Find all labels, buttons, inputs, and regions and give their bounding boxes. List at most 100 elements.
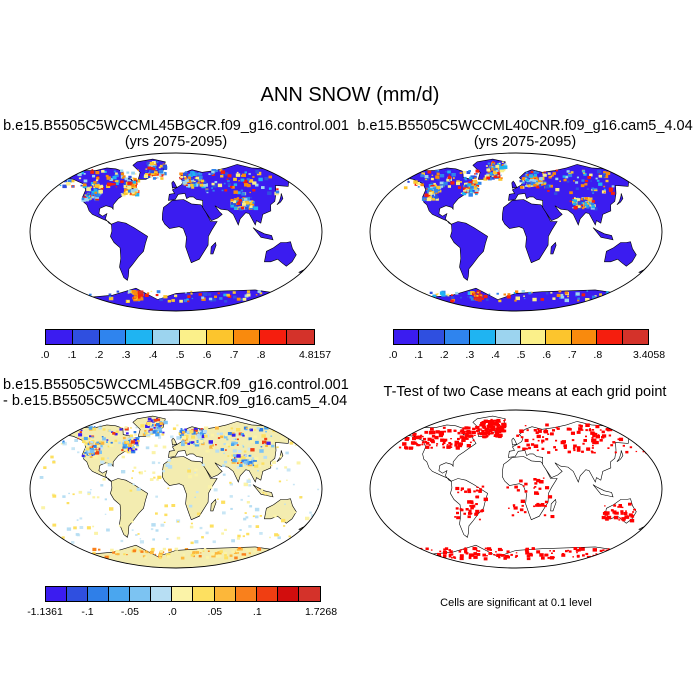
- grid-cell: [621, 517, 626, 521]
- grid-cell: [264, 177, 269, 181]
- grid-cell: [253, 206, 259, 211]
- grid-cell: [461, 430, 466, 435]
- grid-cell: [137, 440, 140, 443]
- grid-cell: [447, 170, 451, 174]
- grid-cell: [450, 553, 454, 556]
- grid-cell: [259, 532, 263, 535]
- grid-cell: [232, 200, 237, 204]
- grid-cell: [478, 432, 480, 435]
- grid-cell: [183, 429, 186, 432]
- grid-cell: [194, 496, 196, 498]
- grid-cell: [236, 197, 240, 200]
- grid-cell: [140, 424, 145, 428]
- grid-cell: [77, 292, 81, 296]
- grid-cell: [601, 430, 605, 434]
- grid-cell: [541, 439, 545, 443]
- grid-cell: [606, 291, 609, 293]
- grid-cell: [564, 298, 569, 303]
- grid-cell: [551, 174, 554, 177]
- grid-cell: [261, 434, 266, 438]
- grid-cell: [164, 504, 168, 508]
- grid-cell: [126, 171, 130, 174]
- grid-cell: [495, 420, 499, 423]
- grid-cell: [288, 535, 291, 538]
- grid-cell: [494, 429, 497, 432]
- grid-cell: [600, 554, 602, 556]
- grid-cell: [183, 175, 186, 178]
- grid-cell: [503, 293, 506, 296]
- grid-cell: [88, 194, 91, 197]
- grid-cell: [442, 443, 445, 446]
- grid-cell: [536, 492, 540, 495]
- land-japan: [276, 450, 284, 463]
- land-layer: [57, 158, 312, 311]
- grid-cell: [127, 189, 132, 193]
- grid-cell: [108, 293, 112, 296]
- grid-cell: [483, 557, 488, 561]
- grid-cell: [251, 201, 255, 204]
- grid-cell: [243, 555, 247, 559]
- grid-cell: [231, 443, 235, 446]
- grid-cell: [79, 295, 82, 298]
- grid-cell: [457, 186, 462, 189]
- grid-cell: [81, 197, 85, 200]
- grid-cell: [214, 295, 217, 298]
- grid-cell: [237, 191, 241, 195]
- grid-cell: [476, 186, 479, 188]
- grid-cell: [582, 442, 585, 445]
- grid-cell: [152, 471, 156, 474]
- grid-cell: [471, 504, 476, 508]
- grid-cell: [286, 479, 288, 481]
- grid-cell: [458, 550, 462, 553]
- grid-cell: [95, 442, 100, 446]
- grid-cell: [200, 179, 205, 183]
- grid-cell: [241, 461, 244, 464]
- grid-cell: [168, 548, 172, 552]
- grid-cell: [413, 548, 417, 552]
- grid-cell: [270, 464, 273, 467]
- map-top-right: [369, 152, 663, 312]
- grid-cell: [450, 181, 455, 185]
- grid-cell: [623, 294, 625, 296]
- grid-cell: [217, 183, 223, 188]
- grid-cell: [460, 487, 464, 490]
- grid-cell: [537, 434, 541, 438]
- grid-cell: [601, 174, 606, 178]
- grid-cell: [174, 547, 179, 551]
- grid-cell: [502, 165, 508, 169]
- grid-cell: [131, 477, 133, 479]
- grid-cell: [489, 420, 494, 424]
- grid-cell: [158, 430, 163, 434]
- grid-cell: [287, 433, 289, 435]
- grid-cell: [190, 541, 194, 545]
- grid-cell: [421, 443, 424, 446]
- grid-cell: [130, 183, 135, 188]
- grid-cell: [464, 426, 469, 430]
- grid-cell: [625, 296, 629, 300]
- grid-cell: [618, 298, 623, 302]
- grid-cell: [131, 438, 136, 442]
- grid-cell: [617, 295, 622, 299]
- grid-cell: [632, 511, 635, 513]
- grid-cell: [517, 445, 521, 449]
- grid-cell: [481, 425, 485, 428]
- grid-cell: [86, 453, 90, 456]
- grid-cell: [87, 196, 91, 199]
- grid-cell: [519, 179, 523, 183]
- grid-cell: [481, 485, 485, 488]
- grid-cell: [186, 184, 191, 188]
- grid-cell: [284, 466, 288, 469]
- grid-cell: [276, 298, 279, 300]
- grid-cell: [247, 200, 252, 204]
- grid-cell: [530, 181, 535, 186]
- grid-cell: [469, 441, 472, 444]
- grid-cell: [283, 550, 288, 554]
- grid-cell: [535, 182, 540, 186]
- grid-cell: [224, 449, 227, 451]
- grid-cell: [623, 512, 628, 515]
- grid-cell: [404, 446, 408, 449]
- grid-cell: [160, 426, 163, 428]
- grid-cell: [473, 555, 478, 559]
- land-africa: [161, 199, 218, 264]
- colorbar-cell: [394, 330, 420, 344]
